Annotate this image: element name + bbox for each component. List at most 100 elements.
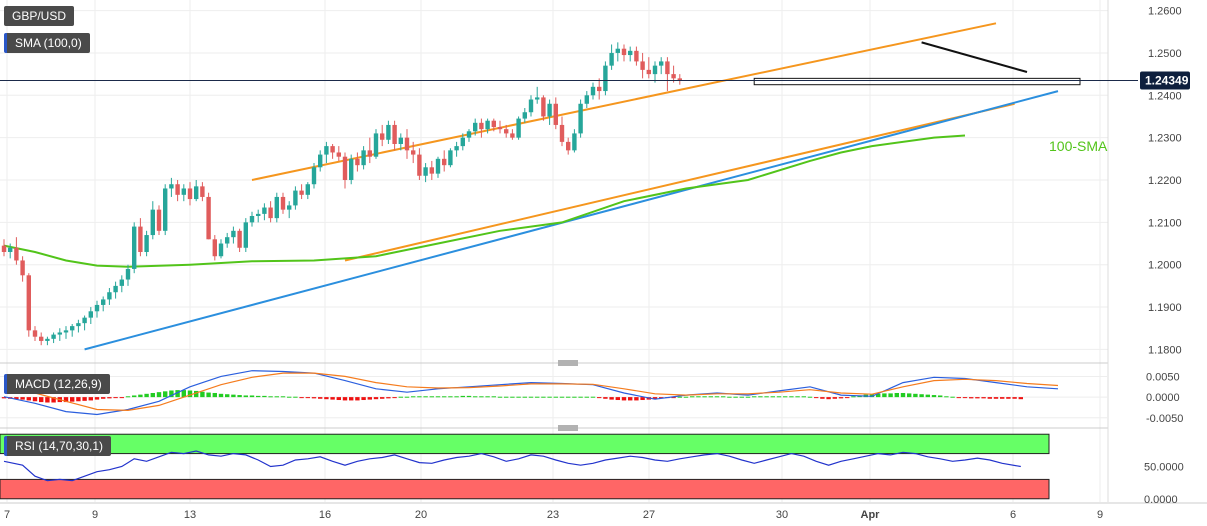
candle-body — [1, 245, 7, 252]
macd-histogram-bar — [280, 396, 286, 398]
macd-histogram-bar — [652, 397, 658, 400]
rsi-indicator-label[interactable]: RSI (14,70,30,1) — [4, 436, 112, 456]
macd-histogram-bar — [559, 396, 565, 398]
macd-histogram-bar — [231, 394, 236, 398]
macd-histogram-bar — [956, 397, 961, 399]
macd-histogram-bar — [175, 390, 180, 398]
macd-histogram-bar — [733, 396, 738, 398]
x-tick-label: Apr — [861, 509, 881, 521]
macd-histogram-bar — [590, 396, 596, 398]
macd-histogram-bar — [287, 396, 292, 398]
x-tick-label: 7 — [4, 509, 10, 521]
macd-histogram-bar — [683, 396, 689, 398]
candle-body — [249, 216, 255, 223]
macd-histogram-bar — [411, 396, 416, 398]
candle-body — [677, 78, 682, 81]
macd-histogram-bar — [764, 396, 769, 398]
macd-histogram-bar — [156, 392, 162, 398]
macd-histogram-bar — [218, 393, 224, 398]
macd-histogram-bar — [181, 390, 186, 398]
macd-histogram-bar — [894, 392, 899, 398]
macd-histogram-bar — [882, 393, 887, 398]
macd-histogram-bar — [125, 396, 131, 398]
macd-histogram-bar — [119, 397, 124, 399]
macd-histogram-bar — [677, 396, 682, 398]
macd-histogram-bar — [206, 392, 211, 398]
macd-histogram-bar — [962, 397, 968, 399]
macd-histogram-bar — [417, 396, 422, 398]
macd-histogram-bar — [671, 397, 676, 399]
macd-histogram-bar — [1000, 397, 1005, 399]
macd-histogram-bar — [311, 397, 317, 399]
macd-histogram-bar — [305, 397, 310, 399]
candle-body — [231, 230, 236, 238]
rsi-line — [3, 450, 1021, 482]
symbol-label[interactable]: GBP/USD — [4, 6, 75, 26]
macd-histogram-bar — [708, 396, 713, 398]
macd-histogram-bar — [603, 397, 608, 399]
candle-body — [293, 190, 298, 206]
candle-body — [132, 226, 137, 269]
y-tick-label: 1.2500 — [1148, 48, 1182, 60]
candle-body — [373, 133, 379, 157]
macd-histogram-bar — [497, 396, 503, 398]
candle-body — [119, 279, 124, 286]
candle-body — [497, 127, 503, 130]
macd-histogram-bar — [981, 397, 986, 399]
macd-histogram-bar — [838, 397, 844, 399]
y-tick-label: 1.2400 — [1148, 90, 1182, 102]
macd-histogram-bar — [460, 395, 465, 398]
macd-histogram-bar — [584, 396, 589, 398]
candle-body — [417, 154, 422, 176]
macd-histogram-bar — [448, 396, 453, 398]
macd-histogram-bar — [380, 397, 385, 399]
candle-body — [609, 52, 614, 66]
macd-histogram-bar — [634, 397, 639, 401]
macd-histogram-bar — [696, 396, 701, 398]
candle-body — [367, 150, 372, 157]
candle-body — [535, 97, 540, 100]
macd-histogram-bar — [318, 397, 323, 399]
x-tick-label: 20 — [415, 509, 427, 521]
macd-histogram-bar — [938, 395, 943, 398]
candle-body — [125, 268, 131, 280]
sma-indicator-label[interactable]: SMA (100,0) — [4, 33, 90, 53]
macd-histogram-bar — [1018, 397, 1023, 400]
macd-histogram-bar — [429, 396, 434, 398]
macd-histogram-bar — [758, 396, 763, 398]
macd-histogram-bar — [795, 396, 800, 398]
rsi-y-tick-label: 50.0000 — [1144, 462, 1184, 474]
macd-histogram-bar — [82, 397, 87, 401]
candle-body — [20, 260, 25, 276]
macd-indicator-label[interactable]: MACD (12,26,9) — [4, 374, 110, 394]
candle-body — [547, 103, 552, 117]
candle-body — [200, 186, 205, 197]
candle-body — [355, 158, 360, 166]
macd-histogram-bar — [212, 392, 217, 398]
candle-body — [590, 86, 596, 96]
sma-annotation: 100-SMA — [1049, 138, 1108, 154]
macd-histogram-bar — [975, 397, 980, 399]
macd-histogram-bar — [987, 397, 992, 399]
macd-histogram-bar — [39, 397, 44, 403]
candle-body — [138, 226, 143, 252]
y-tick-label: 1.1800 — [1148, 344, 1182, 356]
candle-body — [336, 152, 341, 157]
current-price-tag — [1140, 71, 1190, 90]
macd-histogram-bar — [659, 397, 664, 399]
macd-histogram-bar — [26, 397, 31, 401]
macd-histogram-bar — [727, 396, 732, 398]
macd-y-tick-label: -0.0050 — [1146, 413, 1183, 425]
y-tick-label: 1.2100 — [1148, 217, 1182, 229]
macd-histogram-bar — [466, 395, 472, 398]
candle-body — [597, 86, 602, 92]
candle-body — [634, 50, 639, 62]
candle-body — [448, 150, 453, 166]
y-tick-label: 1.1900 — [1148, 302, 1182, 314]
x-tick-label: 30 — [776, 509, 788, 521]
candle-body — [14, 247, 19, 261]
macd-histogram-bar — [398, 396, 403, 398]
candle-body — [101, 299, 106, 305]
macd-histogram-bar — [373, 397, 379, 400]
